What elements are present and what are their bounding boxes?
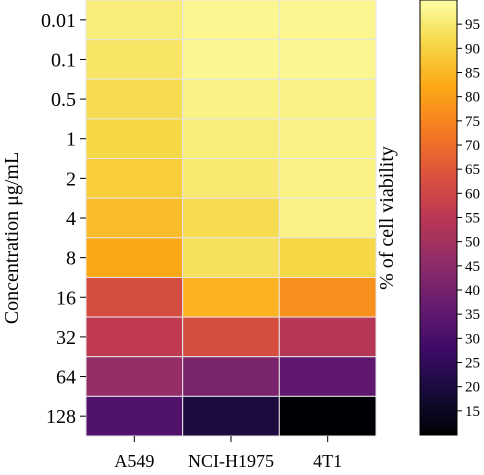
heatmap-cells (85, 0, 377, 437)
heatmap-cell-r10-c1 (182, 395, 280, 437)
column-tick-label: A549 (114, 451, 154, 471)
colorbar-tick-label: 15 (465, 404, 480, 420)
heatmap-cell-r9-c1 (182, 356, 280, 397)
colorbar-label: % of cell viability (376, 146, 398, 290)
row-tick-label: 0.5 (51, 89, 76, 111)
heatmap-cell-r3-c2 (278, 118, 377, 160)
row-tick-label: 32 (56, 327, 76, 349)
colorbar-tick-label: 95 (465, 17, 480, 33)
heatmap-cell-r1-c1 (182, 39, 280, 80)
heatmap-cell-r4-c1 (182, 158, 280, 199)
heatmap-cell-r8-c0 (85, 316, 184, 358)
row-tick-label: 1 (66, 129, 76, 151)
heatmap-cell-r9-c0 (85, 356, 184, 397)
colorbar-tick-label: 20 (465, 380, 480, 396)
heatmap-cell-r1-c2 (278, 39, 377, 80)
heatmap-cell-r5-c1 (182, 197, 280, 239)
heatmap-cell-r4-c2 (278, 158, 377, 199)
heatmap-cell-r2-c0 (85, 78, 184, 120)
colorbar-gradient (420, 0, 457, 435)
colorbar-tick-label: 85 (465, 66, 480, 82)
colorbar: 15 20 25 30 35 40 45 50 55 60 65 70 75 80 85 90 95 (419, 0, 480, 436)
heatmap-cell-r7-c2 (278, 276, 377, 318)
column-tick-labels: A549 NCI-H1975 4T1 (114, 436, 342, 471)
heatmap-cell-r8-c1 (182, 316, 280, 358)
row-tick-labels: 0.01 0.1 0.5 1 2 4 8 16 32 64 128 (41, 10, 86, 428)
heatmap-cell-r6-c1 (182, 237, 280, 278)
colorbar-tick-label: 70 (465, 138, 480, 154)
colorbar-tick-label: 50 (465, 235, 480, 251)
heatmap-cell-r10-c2 (278, 395, 377, 437)
row-tick-label: 2 (66, 168, 76, 190)
colorbar-tick-label: 40 (465, 283, 480, 299)
colorbar-tick-label: 55 (465, 211, 480, 227)
colorbar-tick-label: 60 (465, 186, 480, 202)
colorbar-tick-label: 25 (465, 356, 480, 372)
row-tick-label: 4 (66, 208, 76, 230)
y-axis-label: Concentration μg/mL (1, 152, 23, 324)
row-tick-label: 0.01 (41, 10, 76, 32)
column-tick-label: NCI-H1975 (188, 451, 274, 471)
heatmap-cell-r0-c0 (85, 0, 184, 41)
heatmap-cell-r0-c2 (278, 0, 377, 41)
colorbar-tick-label: 75 (465, 114, 480, 130)
heatmap-cell-r2-c1 (182, 78, 280, 120)
heatmap-cell-r3-c1 (182, 118, 280, 160)
colorbar-tick-label: 90 (465, 41, 480, 57)
heatmap-cell-r0-c1 (182, 0, 280, 41)
heatmap-cell-r9-c2 (278, 356, 377, 397)
row-tick-label: 16 (56, 287, 76, 309)
row-tick-label: 128 (46, 406, 76, 428)
colorbar-tick-label: 30 (465, 331, 480, 347)
heatmap-cell-r6-c2 (278, 237, 377, 278)
row-tick-label: 0.1 (51, 49, 76, 71)
heatmap-cell-r1-c0 (85, 39, 184, 80)
heatmap-cell-r4-c0 (85, 158, 184, 199)
heatmap-cell-r5-c0 (85, 197, 184, 239)
heatmap-cell-r5-c2 (278, 197, 377, 239)
heatmap-cell-r2-c2 (278, 78, 377, 120)
colorbar-tick-label: 35 (465, 307, 480, 323)
row-tick-label: 64 (56, 367, 76, 389)
heatmap-cell-r7-c1 (182, 276, 280, 318)
colorbar-tick-label: 45 (465, 259, 480, 275)
heatmap-cell-r10-c0 (85, 395, 184, 437)
colorbar-tick-label: 80 (465, 90, 480, 106)
column-tick-label: 4T1 (313, 451, 342, 471)
heatmap-cell-r3-c0 (85, 118, 184, 160)
colorbar-tick-label: 65 (465, 162, 480, 178)
heatmap-cell-r6-c0 (85, 237, 184, 278)
row-tick-label: 8 (66, 248, 76, 270)
heatmap-cell-r8-c2 (278, 316, 377, 358)
heatmap-cell-r7-c0 (85, 276, 184, 318)
